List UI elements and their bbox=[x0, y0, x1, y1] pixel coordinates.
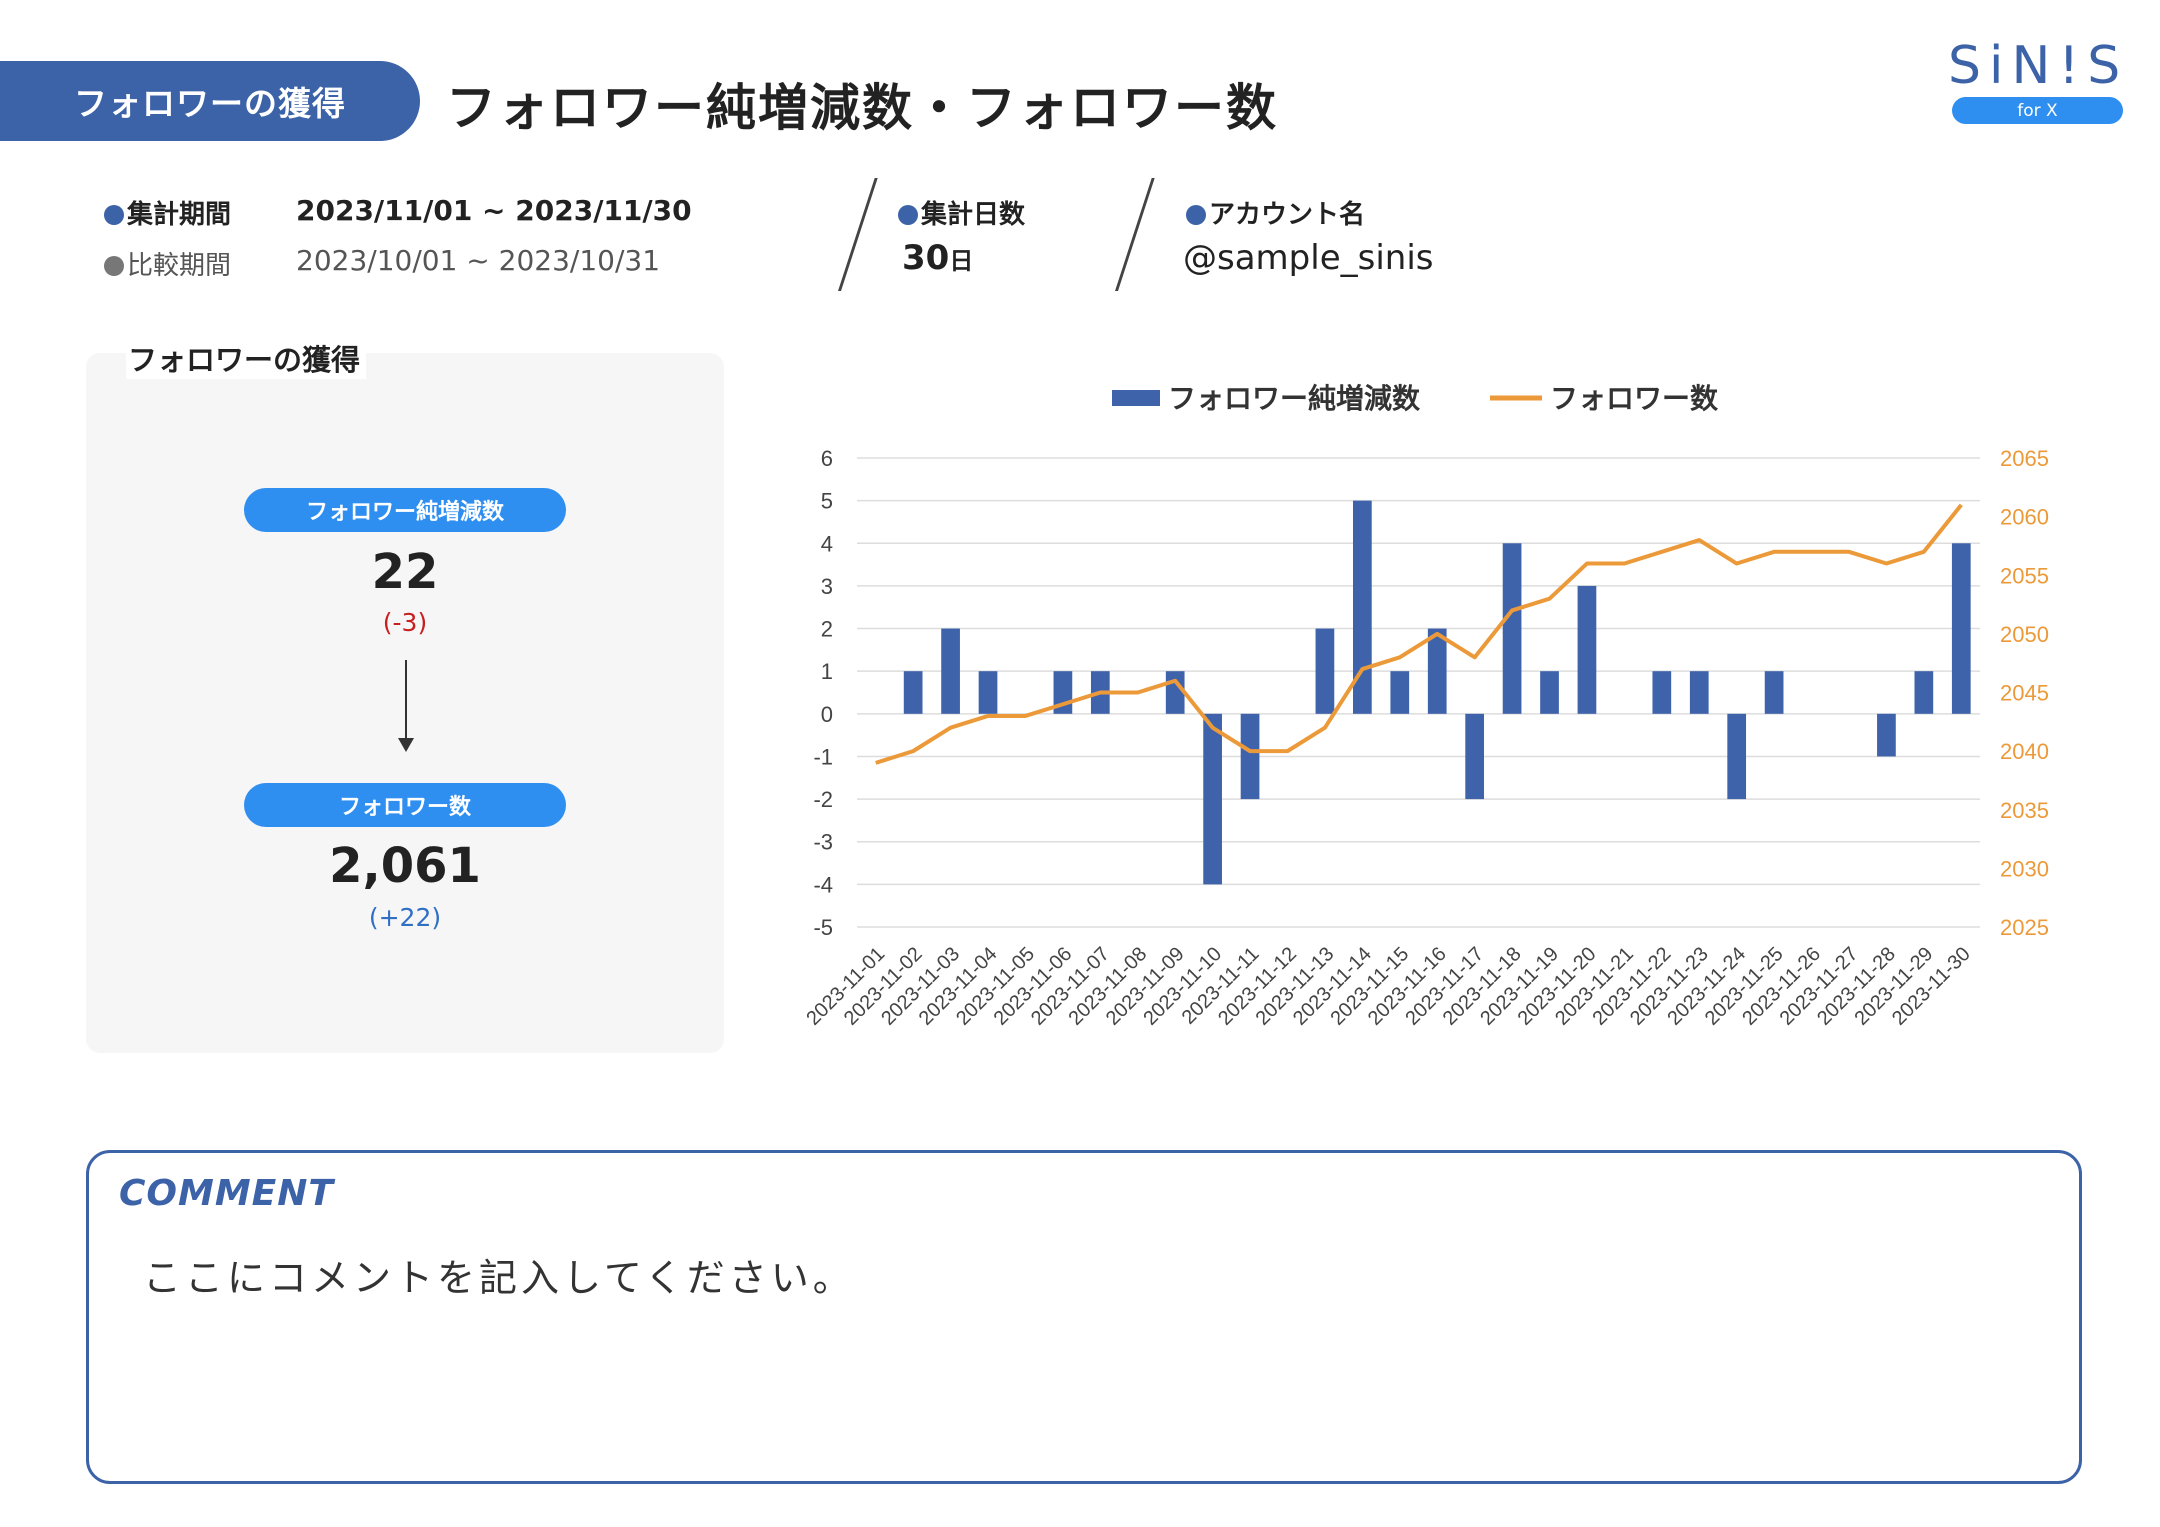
net-change-label: フォロワー純増減数 bbox=[244, 488, 566, 532]
arrow-head-icon bbox=[398, 738, 414, 752]
y-right-tick-label: 2055 bbox=[2000, 563, 2049, 588]
compare-value: 2023/10/01 ~ 2023/10/31 bbox=[296, 244, 661, 277]
account-value: @sample_sinis bbox=[1183, 238, 1434, 278]
bar bbox=[1165, 671, 1185, 714]
net-change-diff: (-3) bbox=[382, 608, 428, 637]
y-right-tick-label: 2040 bbox=[2000, 739, 2049, 764]
account-label: アカウント名 bbox=[1186, 194, 1365, 231]
bar bbox=[941, 628, 960, 714]
followers-value: 2,061 bbox=[329, 838, 481, 894]
page-title: フォロワー純増減数・フォロワー数 bbox=[446, 79, 1278, 137]
days-label: 集計日数 bbox=[898, 194, 1025, 231]
logo-subtitle: for X bbox=[1952, 97, 2123, 124]
comment-text: ここにコメントを記入してください。 bbox=[143, 1256, 855, 1300]
y-left-tick-label: -3 bbox=[813, 830, 833, 855]
y-left-tick-label: 1 bbox=[821, 659, 833, 684]
bar bbox=[1764, 671, 1784, 714]
y-right-tick-label: 2025 bbox=[2000, 915, 2049, 940]
y-right-tick-label: 2060 bbox=[2000, 505, 2049, 530]
comment-box[interactable]: COMMENT ここにコメントを記入してください。 bbox=[86, 1150, 2082, 1484]
bar bbox=[1203, 713, 1222, 885]
y-right-tick-label: 2045 bbox=[2000, 681, 2049, 706]
y-left-tick-label: -1 bbox=[813, 744, 833, 769]
bar bbox=[1577, 585, 1597, 714]
comment-title: COMMENT bbox=[119, 1173, 334, 1214]
legend-line-label: フォロワー数 bbox=[1550, 382, 1719, 415]
bar bbox=[1689, 671, 1709, 714]
arrow-down-icon bbox=[405, 660, 407, 740]
bar bbox=[1914, 671, 1934, 714]
logo-name: SiN!S bbox=[1948, 36, 2129, 96]
divider bbox=[1115, 178, 1155, 291]
bar bbox=[1877, 713, 1896, 757]
bullet-icon bbox=[104, 205, 124, 225]
followers-label: フォロワー数 bbox=[244, 783, 566, 827]
bar bbox=[1652, 671, 1672, 714]
compare-label: 比較期間 bbox=[104, 245, 231, 282]
divider bbox=[838, 178, 878, 291]
bar bbox=[1427, 628, 1447, 714]
followers-line bbox=[875, 503, 1963, 765]
sinis-logo: SiN!S for X bbox=[1948, 36, 2123, 126]
bar bbox=[1352, 500, 1372, 714]
followers-chart: 6 5 4 3 2 1 0 -1 -2 -3 -4 -5 2065 2060 2055 2050 2045 204… bbox=[760, 360, 2060, 1060]
y-right-tick-label: 2035 bbox=[2000, 798, 2049, 823]
panel-title: フォロワーの獲得 bbox=[126, 337, 367, 379]
bar bbox=[903, 671, 923, 714]
y-left-tick-label: 0 bbox=[821, 702, 833, 727]
y-left-tick-label: 2 bbox=[821, 617, 833, 642]
y-left-tick-label: 6 bbox=[821, 446, 833, 471]
bar bbox=[1315, 628, 1335, 714]
bullet-icon bbox=[104, 256, 124, 276]
legend-bar-label: フォロワー純増減数 bbox=[1168, 382, 1421, 415]
chart-svg: 6 5 4 3 2 1 0 -1 -2 -3 -4 -5 2065 2060 2055 2050 2045 204… bbox=[802, 382, 2049, 1030]
bar bbox=[1727, 713, 1747, 800]
bar bbox=[978, 671, 998, 714]
y-left-tick-label: -2 bbox=[813, 787, 833, 812]
followers-diff: (+22) bbox=[368, 903, 442, 932]
y-left-tick-label: 3 bbox=[821, 574, 833, 599]
bullet-icon bbox=[1186, 205, 1206, 225]
y-right-tick-label: 2050 bbox=[2000, 622, 2049, 647]
legend-bar-swatch bbox=[1112, 390, 1160, 406]
bar bbox=[1540, 671, 1559, 714]
bullet-icon bbox=[898, 205, 918, 225]
net-change-value: 22 bbox=[371, 544, 439, 600]
bar bbox=[1502, 543, 1522, 714]
y-left-tick-label: 4 bbox=[821, 531, 833, 556]
bar bbox=[1465, 713, 1485, 800]
bar bbox=[1951, 543, 1971, 714]
section-label: フォロワーの獲得 bbox=[0, 61, 420, 141]
period-value: 2023/11/01 ~ 2023/11/30 bbox=[296, 194, 692, 227]
bar bbox=[1240, 713, 1260, 800]
y-left-tick-label: 5 bbox=[821, 489, 833, 514]
y-left-tick-label: -4 bbox=[813, 872, 833, 897]
days-value: 30日 bbox=[902, 238, 974, 278]
y-right-tick-label: 2065 bbox=[2000, 446, 2049, 471]
y-right-tick-label: 2030 bbox=[2000, 856, 2049, 881]
period-label: 集計期間 bbox=[104, 194, 231, 231]
bar bbox=[1390, 671, 1410, 714]
y-left-tick-label: -5 bbox=[813, 915, 833, 940]
